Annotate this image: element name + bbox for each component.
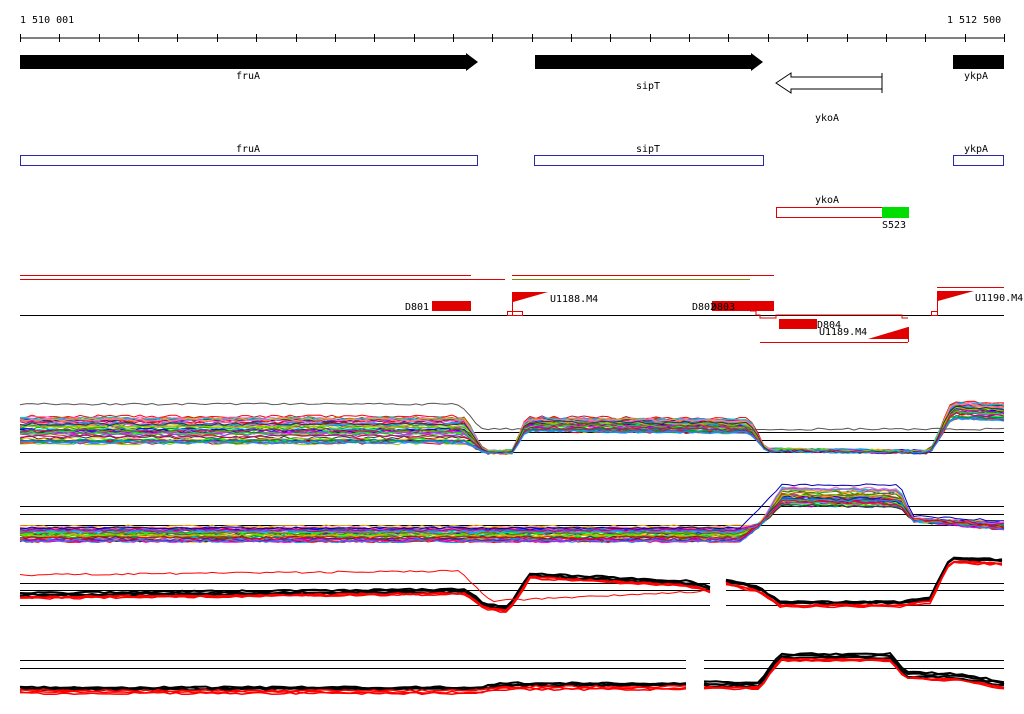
gene-label-ykoA: ykoA [815,113,839,124]
panel-2-series-line [19,499,1005,540]
feature-box-label: ykoA [815,195,839,206]
cds-box-sipT[interactable] [534,155,764,166]
panel-3-series-line [19,572,711,609]
expression-panel-3 [19,556,1004,613]
panel-4-series-line [703,652,1005,684]
feature-D802-D803[interactable] [712,301,774,311]
cds-box-ykpA[interactable] [953,155,1004,166]
panel-3-series-line [20,577,711,613]
panel-4-series-line [703,657,1005,690]
feature-labels: D801 U1188.M4 D802 D803 D804 U1189.M4 U1… [405,293,1023,338]
feature-box-tag: S523 [882,220,906,231]
feature-label-U1189: U1189.M4 [819,327,867,338]
feature-box-track: ykoA S523 [776,195,909,231]
panel-3-series-line [19,573,711,610]
panel-2-series-line [19,494,1005,538]
feature-D804[interactable] [779,319,817,329]
feature-label-D803: D803 [711,302,735,313]
panel-4-series-line [703,653,1005,686]
feature-D801[interactable] [432,301,471,311]
gene-label-ykpA: ykpA [964,71,988,82]
panel-3-series-line [725,557,1003,605]
gene-arrow-fruA[interactable] [20,53,478,71]
feature-label-D801: D801 [405,302,429,313]
feature-label-D802: D802 [692,302,716,313]
panel-4-series-line [20,687,687,696]
panel-4-series-line [19,684,687,693]
panel-2-series-line [19,498,1005,533]
gene-label-sipT: sipT [636,81,660,92]
ruler-start-label: 1 510 001 [20,15,74,26]
cds-label-fruA: fruA [236,144,260,155]
feature-U1190-flag[interactable] [938,291,974,301]
feature-U1188-base [507,311,523,316]
gene-arrow-sipT[interactable] [535,53,763,71]
feature-connector [750,310,908,319]
ruler-end-label: 1 512 500 [947,15,1001,26]
panel-4-series-line [703,658,1005,691]
gene-label-fruA: fruA [236,71,260,82]
feature-label-U1190: U1190.M4 [975,293,1023,304]
cds-label-ykpA: ykpA [964,144,988,155]
panel-3-series-line [725,561,1003,609]
red-feature-track [20,275,1004,343]
panel-2-series-line [19,483,1004,530]
panel-2-series-line [19,493,1005,536]
panel-3-series-line [19,569,711,603]
expression-panel-4 [19,652,1005,696]
cds-label-sipT: sipT [636,144,660,155]
panel-1-series-line [19,402,1005,431]
gene-arrow-ykpA[interactable] [953,53,1004,71]
feature-box-green-segment[interactable] [882,207,909,218]
expression-panel-2 [19,483,1005,544]
feature-box-ykoA[interactable] [776,207,883,218]
panel-1-series-line [19,416,1005,455]
feature-U1188-flag[interactable] [513,292,548,302]
gene-arrow-ykoA[interactable] [775,72,883,94]
feature-U1189-flag[interactable] [868,327,908,339]
cds-box-fruA[interactable] [20,155,478,166]
feature-label-D804: D804 [817,320,841,331]
panel-2-series-line [19,498,1005,544]
feature-label-U1188: U1188.M4 [550,294,598,305]
coordinate-ruler: 1 510 001 1 512 500 [20,15,1005,42]
ruler-ticks [20,34,1005,42]
cds-track: fruA sipT ykpA [20,144,1004,166]
panel-1-series-line [19,401,1005,453]
expression-panel-1 [19,400,1005,455]
feature-U1190-base [931,311,938,316]
gene-track: fruA sipT ykoA ykpA [20,53,1004,124]
